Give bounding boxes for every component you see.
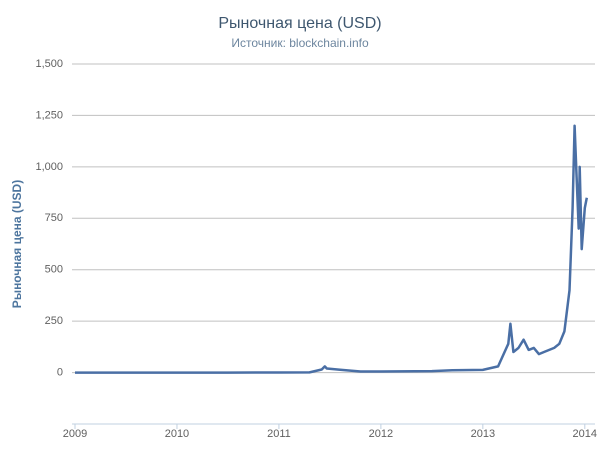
y-tick-label: 750 — [45, 212, 63, 224]
x-tick-label: 2014 — [573, 428, 597, 440]
y-tick-label: 1,500 — [35, 58, 63, 70]
x-tick-label: 2013 — [471, 428, 495, 440]
y-tick-label: 500 — [45, 264, 63, 276]
x-tick-label: 2011 — [267, 428, 291, 440]
y-tick-label: 250 — [45, 315, 63, 327]
y-tick-label: 1,250 — [35, 109, 63, 121]
line-series — [75, 124, 589, 374]
chart-subtitle: Источник: blockchain.info — [231, 36, 369, 50]
x-tick-label: 2010 — [165, 428, 189, 440]
y-tick-label: 1,000 — [35, 161, 63, 173]
x-tick-label: 2009 — [63, 428, 87, 440]
chart-title: Рыночная цена (USD) — [218, 15, 381, 32]
y-tick-label: 0 — [57, 366, 63, 378]
y-axis-title: Рыночная цена (USD) — [10, 180, 24, 308]
x-tick-label: 2012 — [369, 428, 393, 440]
